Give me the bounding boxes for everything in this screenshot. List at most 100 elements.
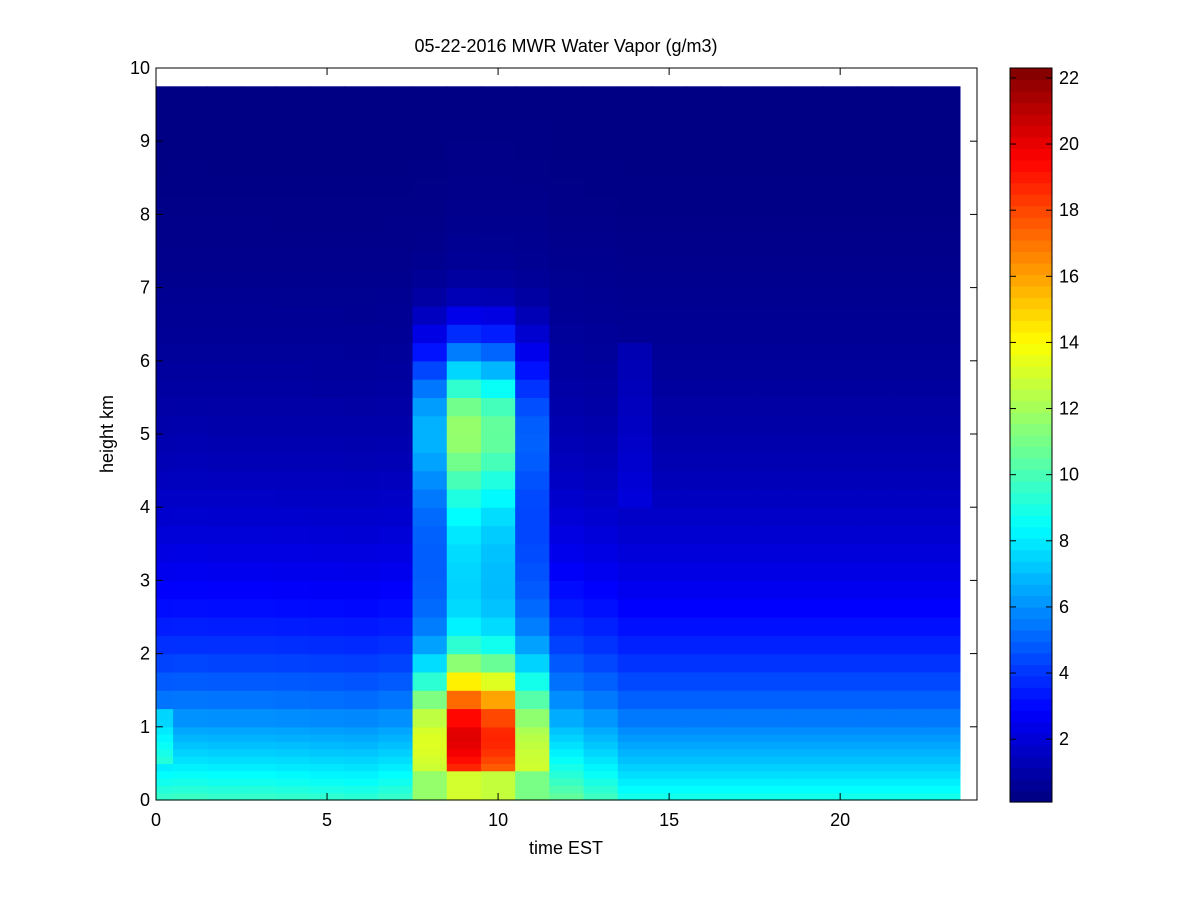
heatmap-cell bbox=[925, 726, 961, 735]
heatmap-cell bbox=[344, 525, 379, 545]
heatmap-cell bbox=[309, 251, 345, 270]
heatmap-cell bbox=[720, 287, 756, 307]
heatmap-cell bbox=[857, 770, 893, 779]
heatmap-cell bbox=[788, 562, 824, 581]
heatmap-cell bbox=[754, 434, 790, 453]
heatmap-cell bbox=[309, 324, 345, 344]
heatmap-cell bbox=[275, 598, 311, 618]
heatmap-cell bbox=[515, 251, 550, 270]
heatmap-cell bbox=[378, 671, 414, 691]
heatmap-cell bbox=[378, 635, 414, 655]
heatmap-cell bbox=[275, 708, 311, 728]
heatmap-cell bbox=[823, 86, 858, 106]
heatmap-cell bbox=[857, 104, 893, 124]
heatmap-cell bbox=[652, 708, 687, 728]
heatmap-cell bbox=[412, 214, 448, 234]
heatmap-cell bbox=[857, 122, 893, 142]
heatmap-cell bbox=[446, 792, 482, 801]
heatmap-cell bbox=[480, 770, 516, 779]
heatmap-cell bbox=[309, 708, 345, 728]
heatmap-cell bbox=[309, 452, 345, 472]
heatmap-cell bbox=[652, 122, 687, 142]
heatmap-cell bbox=[925, 562, 961, 581]
heatmap-cell bbox=[549, 580, 585, 600]
heatmap-cell bbox=[549, 734, 585, 743]
heatmap-cell bbox=[583, 507, 619, 527]
heatmap-cell bbox=[720, 470, 756, 490]
heatmap-cell bbox=[241, 196, 277, 215]
heatmap-cell bbox=[378, 562, 414, 581]
y-tick-label: 2 bbox=[140, 644, 150, 664]
colorbar-segment bbox=[1010, 435, 1052, 448]
colorbar-segment bbox=[1010, 721, 1052, 734]
x-axis-label: time EST bbox=[529, 838, 603, 858]
heatmap-cell bbox=[480, 415, 516, 435]
heatmap-cell bbox=[378, 708, 414, 728]
heatmap-cell bbox=[378, 488, 414, 508]
heatmap-cell bbox=[275, 543, 311, 563]
heatmap-cell bbox=[207, 434, 243, 453]
heatmap-cell bbox=[344, 305, 379, 325]
heatmap-cell bbox=[173, 726, 208, 735]
heatmap-cell bbox=[720, 397, 756, 417]
heatmap-cell bbox=[788, 379, 824, 398]
heatmap-cell bbox=[652, 690, 687, 710]
heatmap-cell bbox=[617, 232, 653, 252]
colorbar-segment bbox=[1010, 297, 1052, 310]
heatmap-cell bbox=[412, 748, 448, 757]
colorbar-segment bbox=[1010, 274, 1052, 287]
heatmap-cell bbox=[823, 598, 858, 618]
heatmap-cell bbox=[275, 397, 311, 417]
heatmap-cell bbox=[891, 452, 927, 472]
colorbar-segment bbox=[1010, 148, 1052, 161]
heatmap-cell bbox=[275, 617, 311, 636]
heatmap-cell bbox=[446, 778, 482, 786]
heatmap-cell bbox=[207, 690, 243, 710]
heatmap-cell bbox=[823, 653, 858, 673]
heatmap-cell bbox=[275, 690, 311, 710]
heatmap-cell bbox=[549, 507, 585, 527]
heatmap-cell bbox=[480, 177, 516, 197]
heatmap-cell bbox=[583, 690, 619, 710]
heatmap-cell bbox=[823, 690, 858, 710]
colorbar-segment bbox=[1010, 240, 1052, 253]
colorbar-tick-label: 10 bbox=[1059, 465, 1079, 485]
heatmap-cell bbox=[788, 452, 824, 472]
heatmap-cell bbox=[446, 708, 482, 728]
heatmap-cell bbox=[378, 324, 414, 344]
heatmap-cell bbox=[344, 785, 379, 794]
heatmap-cell bbox=[617, 177, 653, 197]
colorbar-tick-label: 4 bbox=[1059, 663, 1069, 683]
heatmap-cell bbox=[412, 305, 448, 325]
heatmap-cell bbox=[446, 434, 482, 453]
heatmap-cell bbox=[173, 543, 208, 563]
heatmap-cell bbox=[549, 778, 585, 786]
heatmap-cell bbox=[173, 324, 208, 344]
heatmap-cell bbox=[515, 598, 550, 618]
heatmap-cell bbox=[309, 269, 345, 289]
x-tick-label: 0 bbox=[151, 810, 161, 830]
colorbar-segment bbox=[1010, 331, 1052, 344]
heatmap-cell bbox=[207, 785, 243, 794]
heatmap-cell bbox=[207, 598, 243, 618]
heatmap-cell bbox=[156, 741, 174, 750]
heatmap-cell bbox=[156, 562, 174, 581]
heatmap-cell bbox=[156, 525, 174, 545]
heatmap-cell bbox=[309, 770, 345, 779]
heatmap-cell bbox=[754, 708, 790, 728]
heatmap-cell bbox=[241, 580, 277, 600]
heatmap-cell bbox=[686, 360, 722, 380]
heatmap-cell bbox=[344, 324, 379, 344]
heatmap-cell bbox=[617, 470, 653, 490]
heatmap-cell bbox=[823, 525, 858, 545]
heatmap-cell bbox=[891, 763, 927, 772]
heatmap-cell bbox=[207, 671, 243, 691]
heatmap-cell bbox=[173, 708, 208, 728]
heatmap-cell bbox=[515, 763, 550, 772]
heatmap-cell bbox=[686, 122, 722, 142]
heatmap-cell bbox=[720, 525, 756, 545]
heatmap-cell bbox=[412, 434, 448, 453]
heatmap-cell bbox=[309, 543, 345, 563]
y-tick-label: 9 bbox=[140, 131, 150, 151]
heatmap-cell bbox=[686, 748, 722, 757]
